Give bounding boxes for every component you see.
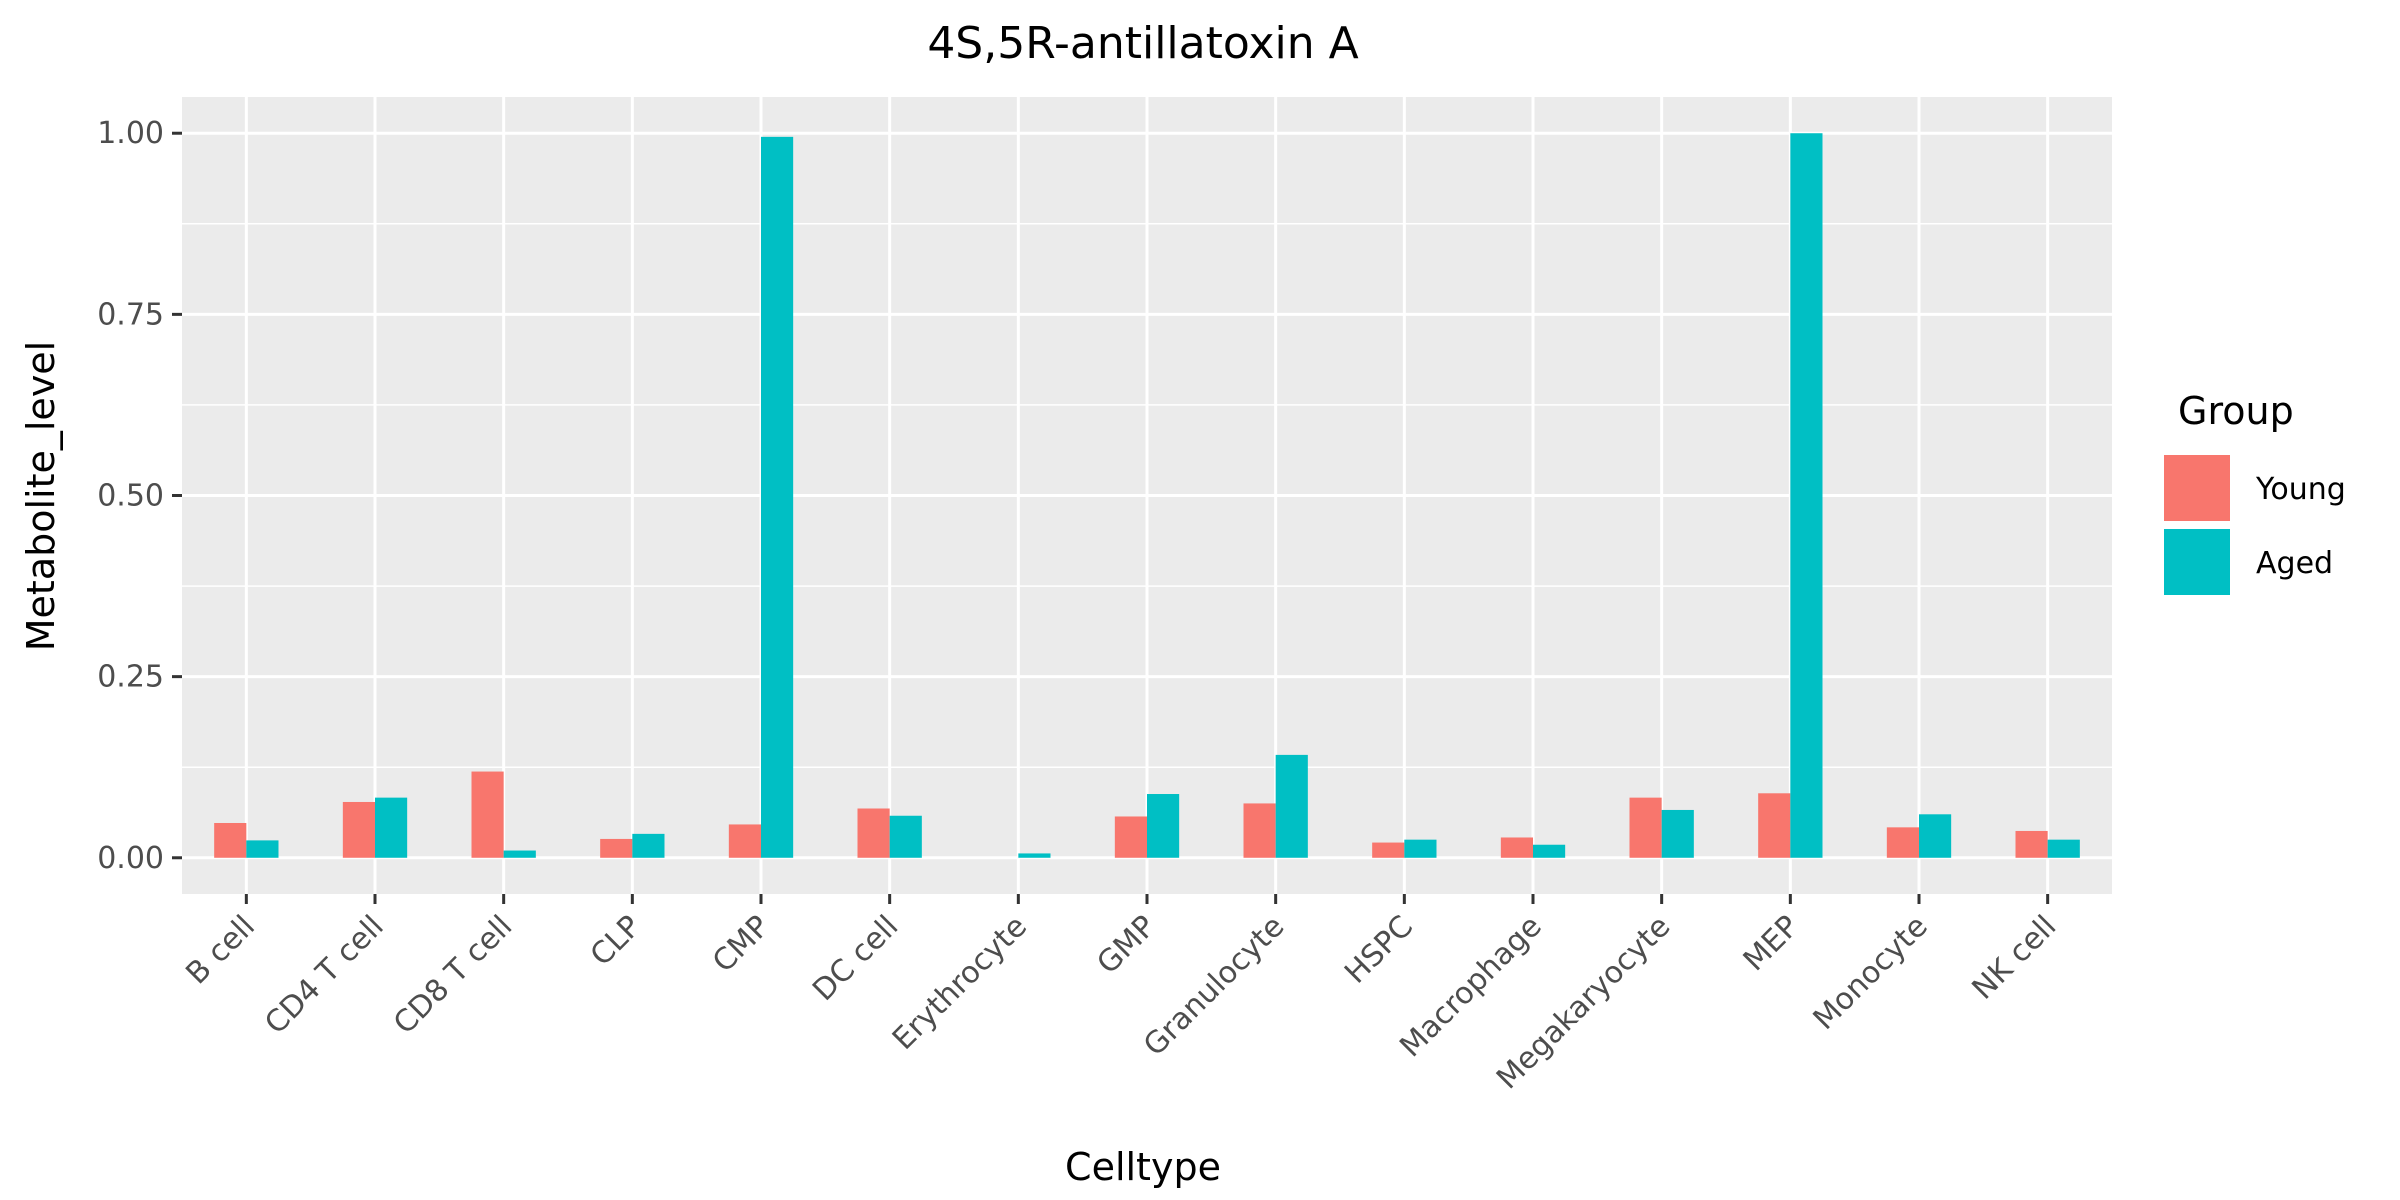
bar-young-hspc <box>1372 842 1405 858</box>
y-tick-label: 0.00 <box>97 841 164 876</box>
legend-key-aged <box>2164 529 2230 595</box>
bar-aged-megakaryocyte <box>1661 809 1694 858</box>
legend: Group Young Aged <box>2164 389 2346 595</box>
x-axis-title: Celltype <box>1065 1145 1221 1189</box>
x-tick-label: CMP <box>706 909 777 980</box>
bar-young-monocyte <box>1886 827 1919 858</box>
bar-aged-erythrocyte <box>1018 853 1051 858</box>
y-axis: 0.00 0.25 0.50 0.75 1.00 <box>97 116 182 876</box>
bar-young-macrophage <box>1500 837 1533 858</box>
bar-young-cmp <box>728 824 761 858</box>
y-tick-label: 0.25 <box>97 660 164 695</box>
bar-aged-b-cell <box>246 840 279 858</box>
bar-aged-monocyte <box>1919 814 1952 858</box>
bar-young-megakaryocyte <box>1629 797 1662 858</box>
x-tick-label: HSPC <box>1338 909 1420 991</box>
bar-young-nk-cell <box>2015 830 2048 858</box>
bar-aged-nk-cell <box>2047 839 2080 858</box>
y-tick-label: 0.75 <box>97 297 164 332</box>
y-axis-title: Metabolite_level <box>19 341 63 651</box>
bar-young-cd8-t-cell <box>471 771 504 858</box>
chart-title: 4S,5R-antillatoxin A <box>927 18 1358 69</box>
x-tick-label: DC cell <box>806 909 905 1008</box>
legend-label-aged: Aged <box>2256 546 2333 581</box>
bar-aged-cd8-t-cell <box>503 850 536 858</box>
bar-aged-mep <box>1790 133 1823 858</box>
bar-young-cd4-t-cell <box>342 801 375 858</box>
x-tick-label: MEP <box>1737 909 1806 978</box>
bar-young-granulocyte <box>1243 803 1276 858</box>
legend-label-young: Young <box>2255 472 2346 507</box>
bar-aged-clp <box>632 833 665 858</box>
y-tick-label: 1.00 <box>97 116 164 151</box>
bar-young-b-cell <box>214 822 247 858</box>
x-tick-label: CD8 T cell <box>387 909 519 1041</box>
bar-aged-cmp <box>761 136 794 858</box>
bar-aged-dc-cell <box>889 815 922 858</box>
bar-aged-gmp <box>1147 794 1180 858</box>
bar-aged-granulocyte <box>1275 754 1308 858</box>
bar-young-gmp <box>1114 816 1147 858</box>
x-tick-label: CLP <box>584 909 648 973</box>
bar-young-mep <box>1758 793 1791 858</box>
bar-aged-cd4-t-cell <box>375 797 408 858</box>
bar-young-clp <box>600 838 633 858</box>
bar-aged-macrophage <box>1533 844 1566 858</box>
x-tick-label: GMP <box>1090 909 1162 981</box>
y-tick-label: 0.50 <box>97 479 164 514</box>
bars <box>214 133 2080 858</box>
x-tick-label: CD4 T cell <box>258 909 390 1041</box>
bar-aged-hspc <box>1404 839 1437 858</box>
x-tick-label: Monocyte <box>1807 909 1935 1037</box>
bar-young-dc-cell <box>857 808 890 858</box>
x-tick-label: NK cell <box>1966 909 2064 1007</box>
x-tick-label: B cell <box>179 909 262 992</box>
x-tick-label: Erythrocyte <box>886 909 1034 1057</box>
legend-title: Group <box>2178 389 2294 433</box>
legend-key-young <box>2164 455 2230 521</box>
